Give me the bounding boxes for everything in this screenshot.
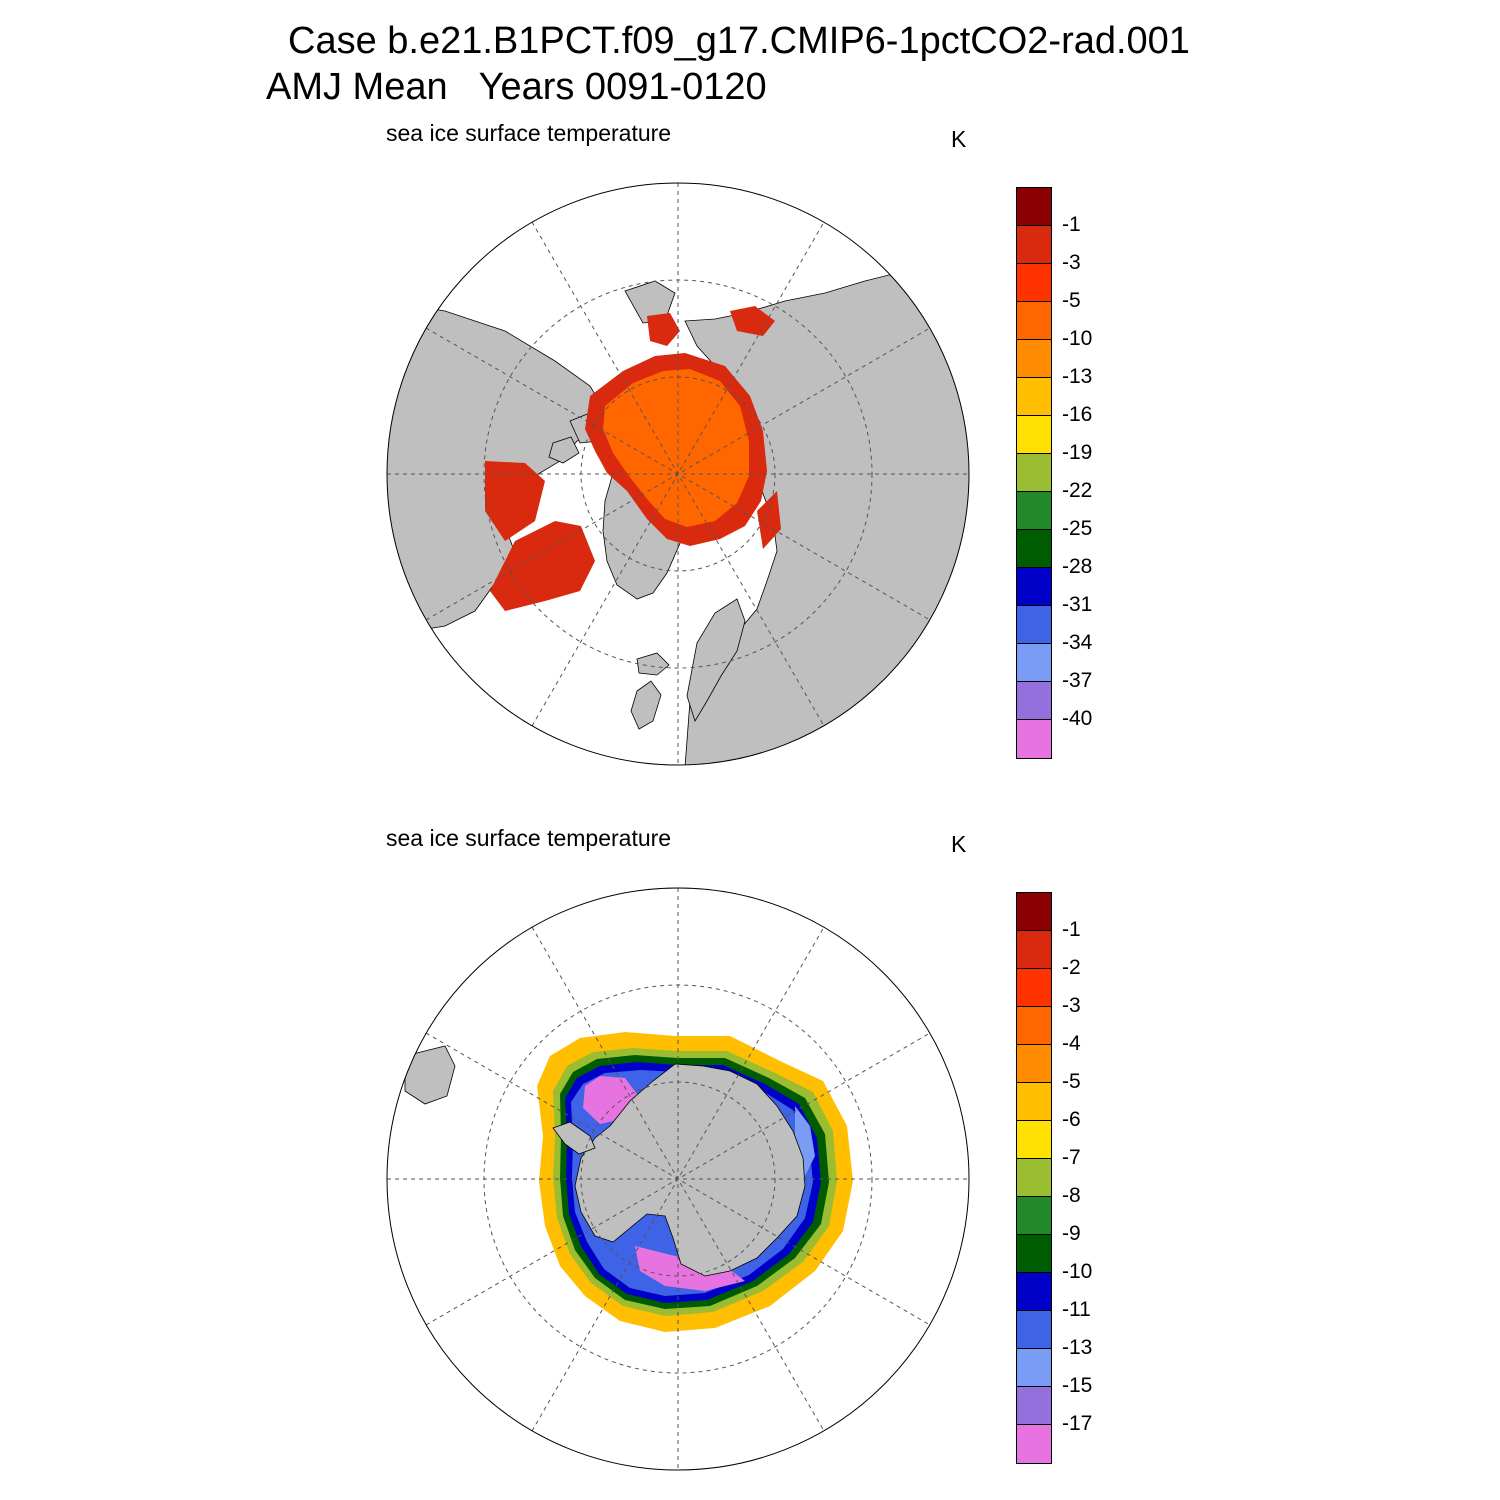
colorbar-swatch [1017,1197,1051,1235]
colorbar-swatch [1017,1045,1051,1083]
colorbar-tick-label: -10 [1062,1260,1093,1283]
colorbar-tick-label: -37 [1062,669,1093,692]
colorbar-tick-label: -13 [1062,1336,1093,1359]
colorbar-tick-label: -1 [1062,213,1081,236]
south-variable-label: sea ice surface temperature [386,825,672,851]
colorbar-swatch [1017,644,1051,682]
colorbar-tick-label: -2 [1062,956,1081,979]
colorbar-tick-label: -11 [1062,1298,1091,1321]
figure-title-line2: AMJ Mean Years 0091-0120 [266,66,767,108]
colorbar-tick-label: -22 [1062,479,1093,502]
colorbar-tick-label: -3 [1062,994,1081,1017]
figure-title-line1: Case b.e21.B1PCT.f09_g17.CMIP6-1pctCO2-r… [288,20,1190,62]
colorbar-tick-label: -25 [1062,517,1093,540]
north-polar-map [386,182,970,766]
colorbar-tick-label: -8 [1062,1184,1081,1207]
colorbar-tick-label: -40 [1062,707,1093,730]
colorbar-swatch [1017,188,1051,226]
colorbar-tick-label: -28 [1062,555,1093,578]
colorbar-swatch [1017,416,1051,454]
colorbar-swatch [1017,720,1051,758]
colorbar-tick-label: -16 [1062,403,1093,426]
colorbar-swatch [1017,1121,1051,1159]
colorbar-swatch [1017,302,1051,340]
south-graticule [387,888,969,1470]
colorbar-tick-label: -5 [1062,289,1081,312]
colorbar-swatch [1017,1235,1051,1273]
colorbar-swatch [1017,931,1051,969]
colorbar-tick-label: -9 [1062,1222,1081,1245]
colorbar-swatch [1017,682,1051,720]
south-polar-map [386,887,970,1471]
south-map-border [386,887,970,1471]
colorbar-tick-label: -10 [1062,327,1093,350]
colorbar-swatch [1017,606,1051,644]
colorbar-swatch [1017,568,1051,606]
colorbar-tick-label: -3 [1062,251,1081,274]
colorbar-swatch [1017,1349,1051,1387]
colorbar-swatch [1017,454,1051,492]
colorbar-swatch [1017,492,1051,530]
colorbar-tick-label: -17 [1062,1412,1093,1435]
north-graticule [387,183,969,765]
colorbar-tick-label: -6 [1062,1108,1081,1131]
colorbar-swatch [1017,264,1051,302]
colorbar-swatch [1017,530,1051,568]
colorbar-tick-label: -4 [1062,1032,1081,1055]
colorbar-swatch [1017,226,1051,264]
colorbar-swatch [1017,1387,1051,1425]
south-units-label: K [951,831,967,857]
colorbar-swatch [1017,1425,1051,1463]
north-land [387,250,969,765]
colorbar-swatch [1017,1007,1051,1045]
colorbar-swatch [1017,1273,1051,1311]
south-colorbar [1016,892,1052,1464]
colorbar-tick-label: -15 [1062,1374,1093,1397]
north-units-label: K [951,126,967,152]
colorbar-swatch [1017,1159,1051,1197]
colorbar-tick-label: -31 [1062,593,1093,616]
north-sea-ice [485,306,781,611]
colorbar-tick-label: -13 [1062,365,1093,388]
colorbar-tick-label: -34 [1062,631,1093,654]
colorbar-tick-label: -5 [1062,1070,1081,1093]
colorbar-swatch [1017,378,1051,416]
colorbar-swatch [1017,893,1051,931]
north-variable-label: sea ice surface temperature [386,120,672,146]
colorbar-swatch [1017,969,1051,1007]
colorbar-swatch [1017,340,1051,378]
colorbar-swatch [1017,1311,1051,1349]
north-map-border [386,182,970,766]
south-land [404,1045,806,1277]
colorbar-tick-label: -19 [1062,441,1093,464]
north-colorbar [1016,187,1052,759]
colorbar-tick-label: -7 [1062,1146,1081,1169]
colorbar-tick-label: -1 [1062,918,1081,941]
colorbar-swatch [1017,1083,1051,1121]
